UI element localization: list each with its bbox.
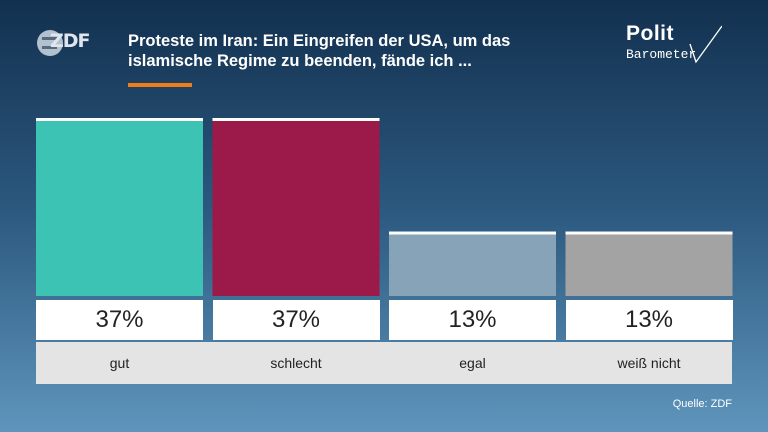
bar-top-line-weiss-nicht (565, 231, 733, 235)
bar-top-line-schlecht (212, 118, 380, 121)
politbarometer-logo: Polit Barometer (612, 22, 722, 74)
zdf-logo (37, 30, 63, 56)
bar-gut (36, 121, 203, 296)
source-note: Quelle: ZDF (672, 398, 732, 410)
bar-top-line-egal (389, 231, 556, 235)
category-label-schlecht: schlecht (270, 355, 322, 371)
chart-title: Proteste im Iran: Ein Eingreifen der USA… (128, 32, 511, 70)
brand-bottom-text: Barometer (626, 47, 697, 62)
bar-top-line-gut (36, 118, 203, 121)
value-label-egal: 13% (389, 300, 556, 340)
brand-top-text: Polit (626, 22, 674, 45)
bar-schlecht (212, 121, 380, 296)
value-label-weiss-nicht: 13% (565, 300, 733, 340)
value-label-schlecht: 37% (212, 300, 380, 340)
bar-weiss-nicht (565, 234, 733, 296)
category-label-band (36, 342, 732, 384)
category-label-gut: gut (109, 355, 130, 371)
zdf-logo-text: ZDF (50, 30, 91, 52)
checkmark-icon (689, 25, 722, 64)
category-label-weiss-nicht: weiß nicht (617, 355, 681, 371)
bar-egal (389, 234, 556, 296)
title-accent-line (128, 83, 192, 87)
category-label-egal: egal (459, 355, 486, 371)
value-label-gut: 37% (36, 300, 203, 340)
